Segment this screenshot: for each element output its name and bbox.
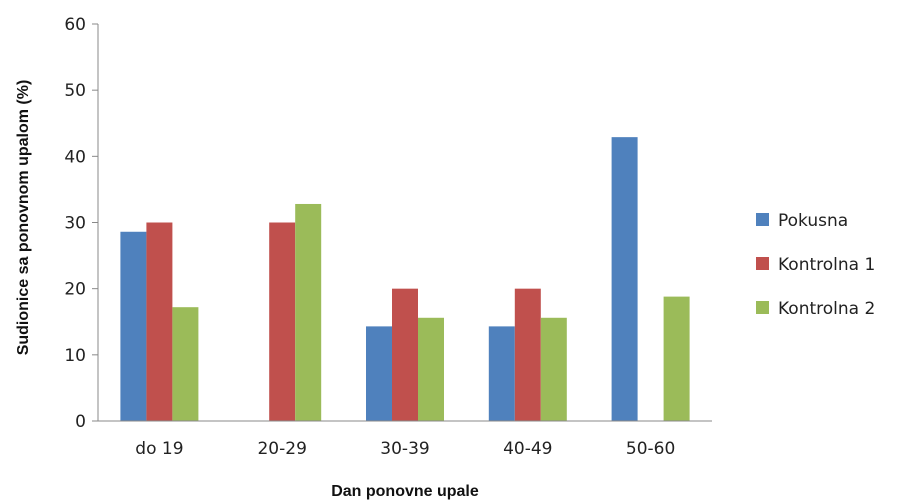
y-tick-label: 40 — [64, 147, 86, 167]
x-tick-label: 40-49 — [503, 439, 552, 459]
bar — [295, 203, 322, 421]
bar — [611, 137, 638, 421]
legend: Pokusna Kontrolna 1 Kontrolna 2 — [756, 211, 875, 319]
x-tick-label: 30-39 — [380, 439, 429, 459]
x-tick-label: 50-60 — [626, 439, 675, 459]
legend-label: Pokusna — [778, 211, 848, 231]
bar — [172, 307, 199, 421]
bar — [418, 317, 444, 421]
y-tick-label: 20 — [64, 280, 86, 300]
y-tick-label: 50 — [64, 81, 86, 101]
bar — [366, 326, 392, 421]
y-tick-label: 60 — [64, 15, 86, 35]
x-axis-ticks: do 19 20-29 30-39 40-49 50-60 — [135, 439, 675, 459]
bar — [120, 231, 147, 421]
x-tick-label: do 19 — [135, 439, 183, 459]
bar — [146, 222, 173, 421]
x-tick-label: 20-29 — [257, 439, 306, 459]
bar — [663, 296, 690, 421]
bars — [120, 137, 690, 421]
legend-swatch — [756, 257, 769, 270]
bar — [392, 288, 418, 421]
legend-label: Kontrolna 1 — [778, 255, 875, 275]
bar — [514, 288, 541, 421]
bar — [540, 317, 567, 421]
legend-swatch — [756, 301, 769, 314]
bar — [269, 222, 296, 421]
y-tick-label: 0 — [75, 412, 86, 432]
y-axis-title: Sudionice sa ponovnom upalom (%) — [15, 80, 32, 356]
legend-swatch — [756, 213, 769, 226]
legend-label: Kontrolna 2 — [778, 299, 875, 319]
bar — [488, 326, 515, 421]
x-axis-title: Dan ponovne upale — [331, 483, 479, 500]
y-tick-label: 10 — [64, 346, 86, 366]
y-tick-label: 30 — [64, 214, 86, 234]
y-axis-ticks: 0 10 20 30 40 50 60 — [64, 15, 98, 432]
